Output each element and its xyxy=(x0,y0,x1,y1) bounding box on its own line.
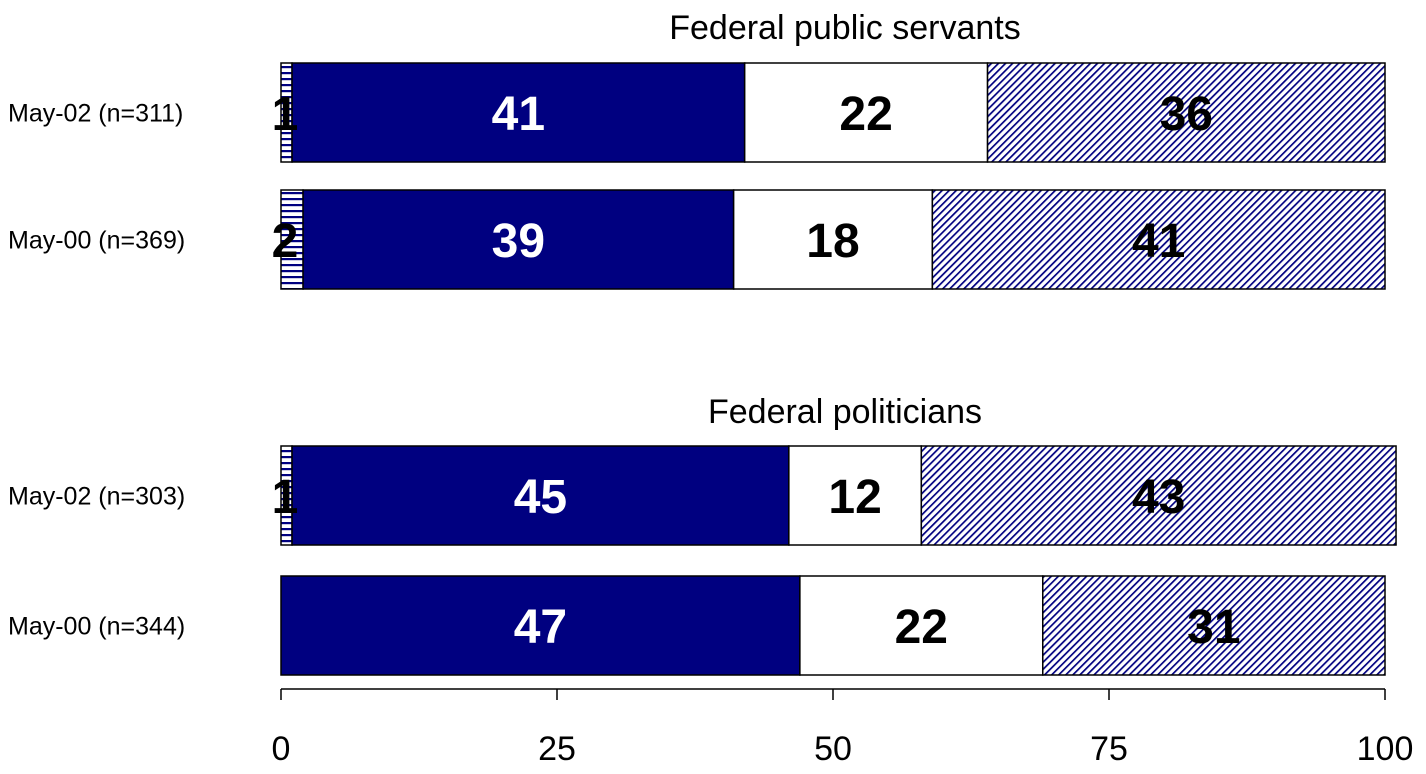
data-label: 45 xyxy=(514,471,567,524)
bar-segment xyxy=(799,575,1044,676)
bar-segment xyxy=(291,445,790,546)
data-label: 36 xyxy=(1160,88,1213,141)
bar-segment xyxy=(920,445,1397,546)
bar-segment xyxy=(788,445,923,546)
x-axis: 0 25 50 75 100 xyxy=(272,688,1414,768)
x-tick-label: 100 xyxy=(1357,730,1414,768)
x-tick-label: 0 xyxy=(272,730,291,768)
data-label: 12 xyxy=(828,471,881,524)
x-tick-label: 50 xyxy=(814,730,852,768)
row-labels: May-02 (n=311) 1 41 22 36 May-00 (n=369) 2 39 18… xyxy=(8,88,1241,654)
category-label: May-00 (n=369) xyxy=(8,227,185,255)
bar-segment xyxy=(743,62,989,163)
data-label: 41 xyxy=(1132,215,1185,268)
bar-segment xyxy=(1042,575,1386,676)
bar-segment xyxy=(986,62,1386,163)
data-label: 18 xyxy=(806,215,859,268)
data-label: 39 xyxy=(492,215,545,268)
data-label: 22 xyxy=(895,601,948,654)
category-label: May-02 (n=311) xyxy=(8,100,183,128)
panel-title: Federal public servants xyxy=(669,9,1021,47)
data-label: 22 xyxy=(839,88,892,141)
bar-segment xyxy=(732,189,934,290)
data-label: 47 xyxy=(514,601,567,654)
data-label: 1 xyxy=(272,471,299,524)
panel-title: Federal politicians xyxy=(708,393,982,431)
x-tick-label: 75 xyxy=(1090,730,1128,768)
data-label: 43 xyxy=(1132,471,1185,524)
category-label: May-02 (n=303) xyxy=(8,483,185,511)
data-label: 41 xyxy=(492,88,545,141)
bar-segment xyxy=(280,575,801,676)
data-label: 1 xyxy=(272,88,299,141)
data-label: 31 xyxy=(1187,601,1240,654)
bars-layer xyxy=(280,62,1397,676)
category-label: May-00 (n=344) xyxy=(8,613,185,641)
bar-segment xyxy=(931,189,1386,290)
panel-titles: Federal public servants Federal politicia… xyxy=(669,9,1021,431)
data-label: 2 xyxy=(272,215,299,268)
x-tick-label: 25 xyxy=(538,730,576,768)
bar-segment xyxy=(302,189,735,290)
